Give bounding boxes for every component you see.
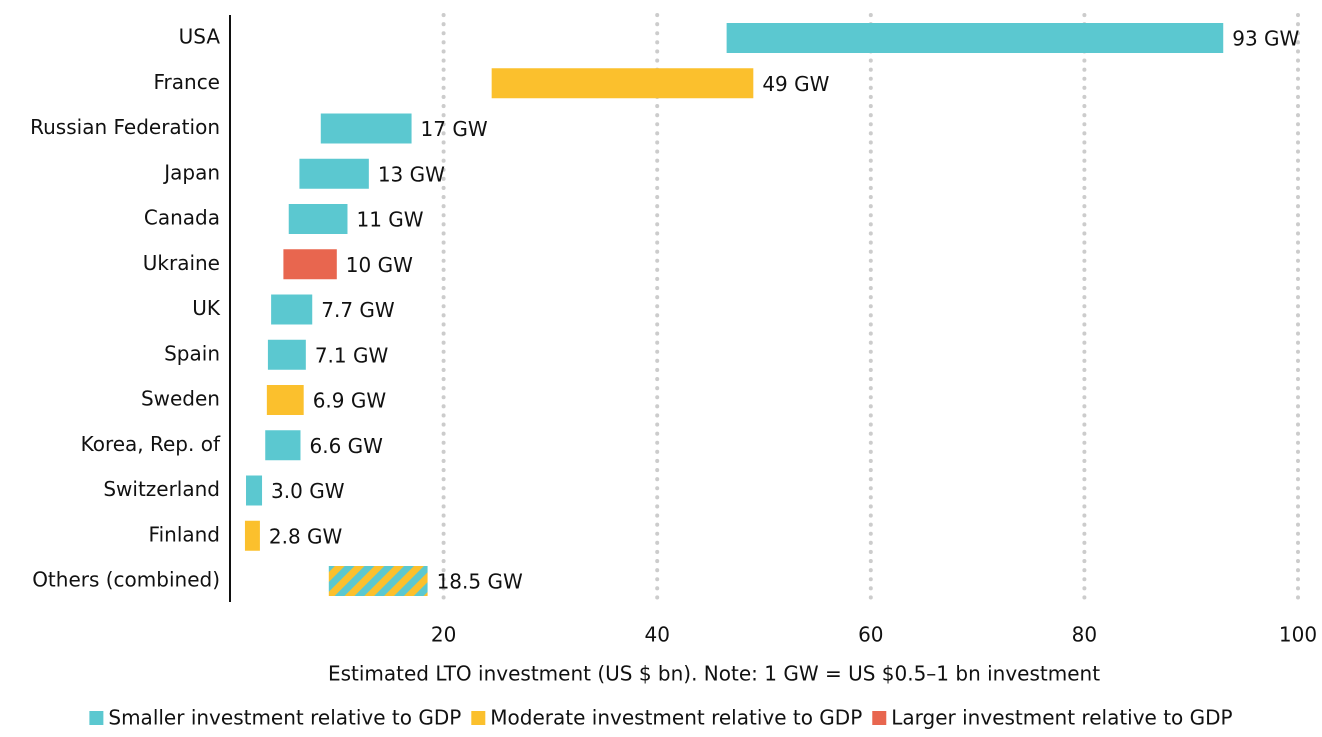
- x-tick-label: 60: [858, 623, 883, 647]
- bar: [320, 113, 412, 144]
- legend-label: Moderate investment relative to GDP: [490, 706, 862, 730]
- y-tick-label: Finland: [149, 522, 220, 546]
- y-tick-label: France: [153, 70, 220, 94]
- y-tick-label: UK: [192, 296, 221, 320]
- bar: [246, 475, 263, 506]
- y-tick-label: Japan: [162, 160, 220, 184]
- legend-swatch: [471, 711, 486, 725]
- legend-swatch: [89, 711, 104, 725]
- bar: [266, 385, 304, 415]
- y-tick-label: Switzerland: [103, 477, 220, 501]
- y-tick-label: Ukraine: [143, 251, 220, 275]
- value-label: 3.0 GW: [271, 479, 345, 503]
- y-tick-label: Korea, Rep. of: [81, 432, 221, 456]
- value-label: 2.8 GW: [269, 524, 343, 548]
- bar: [491, 68, 754, 99]
- y-tick-label: Sweden: [141, 387, 220, 411]
- legend-swatch: [872, 711, 887, 725]
- value-label: 49 GW: [762, 72, 829, 96]
- y-tick-label: USA: [179, 25, 221, 49]
- value-label: 13 GW: [378, 162, 445, 186]
- value-label: 10 GW: [346, 253, 413, 277]
- legend-label: Larger investment relative to GDP: [891, 706, 1232, 730]
- bar: [328, 566, 428, 596]
- bar: [271, 294, 313, 325]
- bar: [288, 204, 348, 234]
- value-label: 93 GW: [1232, 27, 1299, 51]
- x-tick-label: 80: [1072, 623, 1097, 647]
- value-label: 18.5 GW: [437, 570, 523, 594]
- bar: [283, 249, 337, 280]
- y-tick-label: Canada: [144, 206, 220, 230]
- y-tick-label: Russian Federation: [30, 115, 220, 139]
- bar: [299, 158, 369, 189]
- y-tick-label: Spain: [164, 341, 220, 365]
- x-axis-label: Estimated LTO investment (US $ bn). Note…: [328, 662, 1100, 686]
- value-label: 7.7 GW: [321, 298, 395, 322]
- bar: [244, 520, 260, 551]
- value-label: 17 GW: [421, 117, 488, 141]
- value-label: 7.1 GW: [315, 343, 389, 367]
- x-tick-label: 20: [431, 623, 456, 647]
- bar: [726, 23, 1224, 53]
- legend: Smaller investment relative to GDP Modera…: [89, 706, 1233, 730]
- x-tick-label: 100: [1279, 623, 1317, 647]
- bar: [267, 339, 306, 370]
- value-label: 6.6 GW: [309, 434, 383, 458]
- legend-label: Smaller investment relative to GDP: [108, 706, 461, 730]
- value-label: 6.9 GW: [313, 389, 387, 413]
- y-tick-label: Others (combined): [32, 568, 220, 592]
- value-label: 11 GW: [356, 208, 423, 232]
- bar: [265, 430, 301, 461]
- x-tick-label: 40: [644, 623, 669, 647]
